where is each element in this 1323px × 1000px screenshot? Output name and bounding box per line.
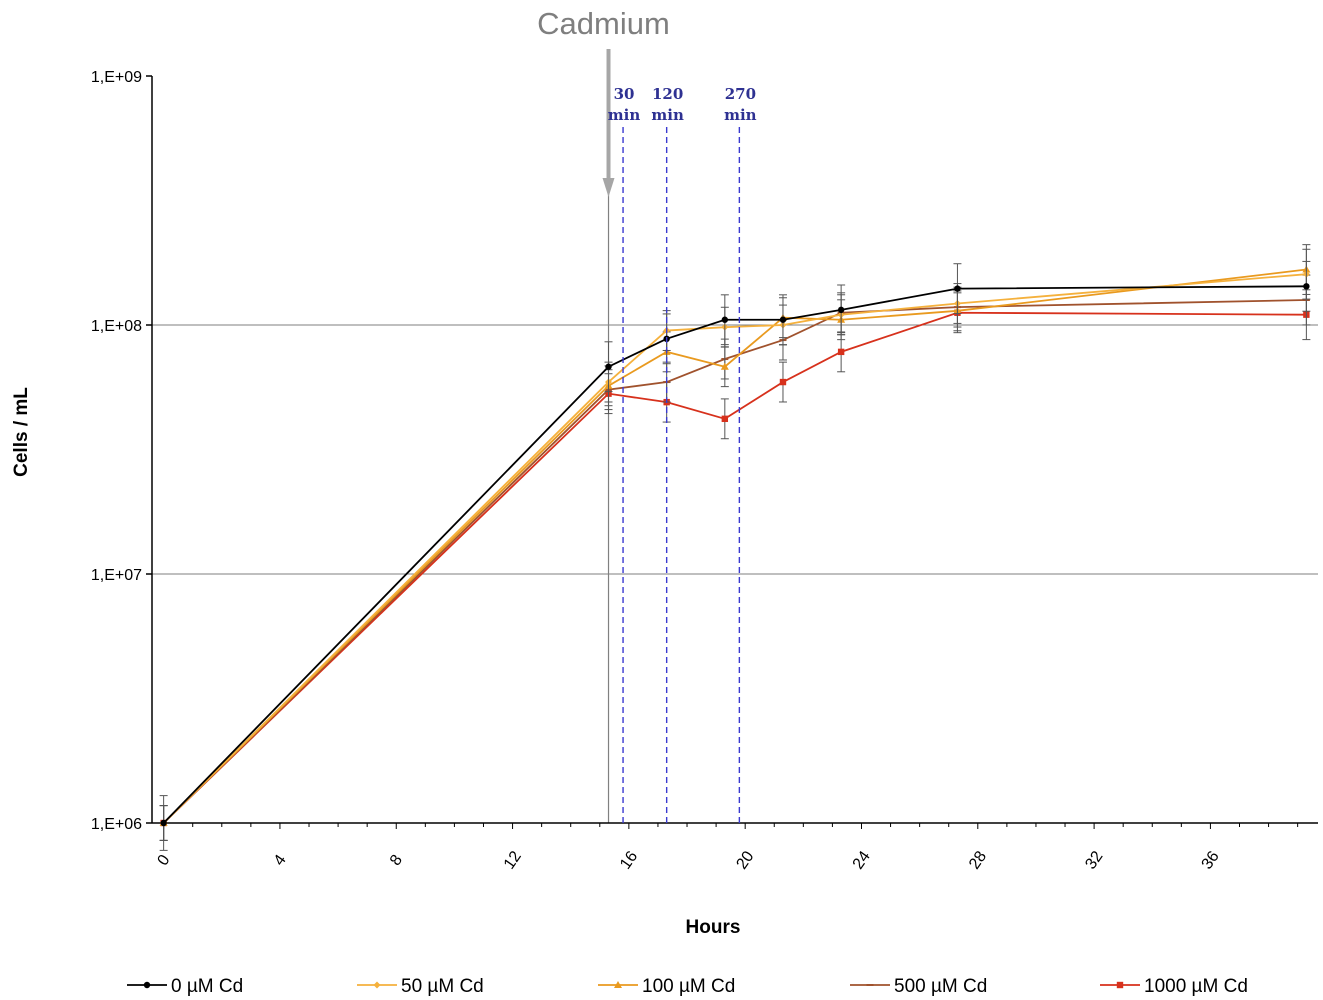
legend-marker (143, 981, 151, 989)
legend: 0 µM Cd 50 µM Cd 100 µM Cd 500 µM Cd 1000 µM… (127, 976, 1248, 997)
x-tick-label: 24 (850, 848, 874, 872)
x-tick-label: 36 (1199, 848, 1223, 872)
y-tick-label: 1,E+06 (91, 816, 142, 833)
legend-marker (614, 981, 622, 988)
gridlines (152, 324, 1318, 575)
timepoint-unit: min (724, 106, 757, 124)
timepoint-unit: min (608, 106, 641, 124)
legend-label: 100 µM Cd (642, 976, 735, 997)
x-tick-label: 8 (387, 852, 406, 869)
x-tick-label: 28 (966, 848, 990, 872)
y-tick-label: 1,E+07 (91, 567, 142, 584)
data-point (779, 378, 787, 386)
y-axis-title: Cells / mL (11, 387, 32, 477)
x-tick-label: 20 (733, 848, 757, 872)
series (159, 244, 1311, 851)
cadmium-label: Cadmium (537, 6, 670, 41)
y-tick-label: 1,E+08 (91, 318, 142, 335)
legend-label: 50 µM Cd (401, 976, 484, 997)
y-tick-label: 1,E+09 (91, 69, 142, 86)
data-point (779, 316, 787, 323)
series-line (163, 268, 1307, 824)
legend-marker (373, 981, 381, 989)
axes: 1,E+06 1,E+07 1,E+08 1,E+09 0 4 8 12 16 20 24 28 32 3… (91, 69, 1318, 873)
cadmium-arrow-head (602, 178, 615, 197)
annotations: 30 min 120 min 270 min (608, 85, 757, 823)
data-point (720, 362, 729, 370)
data-point (605, 363, 612, 370)
timepoint-label: 120 (652, 85, 683, 103)
series-line (163, 299, 1307, 824)
series-1 (159, 248, 1311, 841)
legend-item: 100 µM Cd (598, 976, 735, 997)
x-tick-label: 32 (1082, 848, 1106, 872)
legend-item: 1000 µM Cd (1100, 976, 1248, 997)
data-point (1303, 283, 1310, 290)
timepoint-label: 30 (614, 85, 635, 103)
data-point (954, 285, 961, 292)
legend-item: 0 µM Cd (127, 976, 243, 997)
legend-marker (1116, 981, 1124, 989)
series-3 (159, 274, 1311, 841)
x-tick-label: 12 (501, 848, 525, 872)
legend-label: 0 µM Cd (171, 976, 243, 997)
data-point (837, 348, 845, 356)
legend-label: 1000 µM Cd (1144, 976, 1248, 997)
series-line (162, 285, 1307, 824)
timepoint-label: 270 (725, 85, 756, 103)
series-2 (159, 244, 1311, 841)
data-point (721, 415, 729, 423)
x-tick-label: 4 (271, 852, 290, 869)
x-axis-title: Hours (686, 917, 741, 938)
x-tick-label: 0 (154, 852, 173, 869)
series-line (163, 311, 1307, 824)
data-point (721, 316, 729, 323)
reference-lines: Cadmium (537, 6, 670, 823)
series-line (162, 273, 1307, 824)
series-0 (159, 260, 1311, 851)
data-point (837, 306, 845, 314)
x-tick-label: 16 (617, 848, 641, 872)
series-4 (159, 289, 1311, 841)
timepoint-unit: min (651, 106, 684, 124)
legend-item: 500 µM Cd (850, 976, 987, 997)
legend-item: 50 µM Cd (357, 976, 484, 997)
data-point (160, 819, 167, 827)
legend-label: 500 µM Cd (894, 976, 987, 997)
